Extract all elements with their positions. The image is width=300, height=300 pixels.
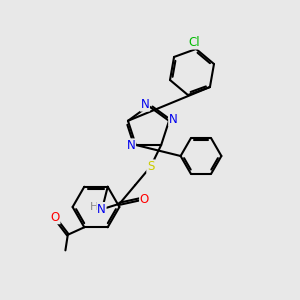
Text: N: N <box>140 98 149 111</box>
Text: N: N <box>127 139 135 152</box>
Text: H: H <box>90 202 98 212</box>
Text: Cl: Cl <box>189 36 200 49</box>
Text: S: S <box>147 160 154 173</box>
Text: N: N <box>169 113 178 126</box>
Text: N: N <box>97 203 106 216</box>
Text: O: O <box>51 211 60 224</box>
Text: O: O <box>140 193 149 206</box>
